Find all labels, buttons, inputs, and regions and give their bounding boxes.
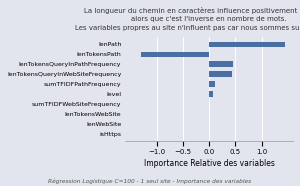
Bar bbox=[209, 61, 233, 67]
Bar bbox=[209, 42, 285, 47]
Text: Régression Logistique C=100 - 1 seul site - Importance des variables: Régression Logistique C=100 - 1 seul sit… bbox=[48, 179, 252, 184]
Title: La longueur du chemin en caractères influence positivement le modèle
alors que c: La longueur du chemin en caractères infl… bbox=[75, 7, 300, 31]
Bar bbox=[141, 52, 209, 57]
Bar bbox=[209, 91, 213, 97]
Bar bbox=[209, 81, 214, 87]
X-axis label: Importance Relative des variables: Importance Relative des variables bbox=[144, 159, 275, 168]
Bar bbox=[209, 71, 232, 77]
